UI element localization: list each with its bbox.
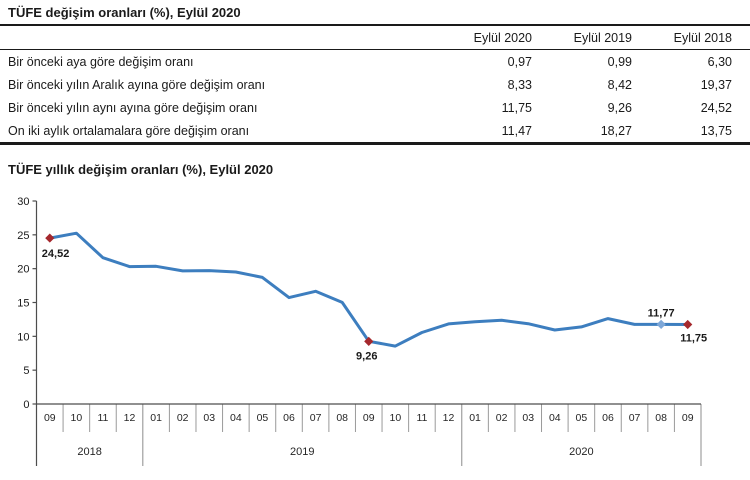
data-point-label: 24,52 <box>42 248 70 260</box>
y-tick-label: 10 <box>17 331 29 343</box>
cell-value: 11,75 <box>501 100 532 115</box>
row-label: Bir önceki aya göre değişim oranı <box>8 54 194 69</box>
month-label: 08 <box>336 412 348 424</box>
month-label: 12 <box>443 412 455 424</box>
row-label: On iki aylık ortalamalara göre değişim o… <box>8 123 250 138</box>
data-annotations: 24,52 9,26 11,77 11,75 <box>42 233 707 362</box>
y-tick-label: 30 <box>17 196 29 208</box>
cell-value: 0,99 <box>607 54 632 69</box>
month-label: 06 <box>602 412 614 424</box>
cell-value: 18,27 <box>600 123 632 138</box>
table-row: Bir önceki yılın Aralık ayına göre değiş… <box>0 73 750 96</box>
month-label: 01 <box>469 412 481 424</box>
table-header-empty-cell <box>0 26 450 50</box>
month-labels: 09 10 11 12 01 02 03 04 05 06 07 08 09 10 11 12 01 02 03 04… <box>44 412 694 424</box>
month-label: 12 <box>124 412 136 424</box>
month-label: 07 <box>629 412 641 424</box>
data-point-label: 11,77 <box>648 307 675 319</box>
row-label: Bir önceki yılın aynı ayına göre değişim… <box>8 100 258 115</box>
data-point-label: 11,75 <box>680 332 707 344</box>
table-header-eylul-2019: Eylül 2019 <box>550 26 650 50</box>
month-label: 09 <box>44 412 56 424</box>
year-label: 2019 <box>290 446 314 458</box>
month-label: 11 <box>416 412 427 424</box>
data-point-marker <box>45 233 55 243</box>
cell-value: 0,97 <box>507 54 532 69</box>
row-label: Bir önceki yılın Aralık ayına göre değiş… <box>8 77 266 92</box>
month-label: 05 <box>576 412 588 424</box>
y-tick-label: 5 <box>23 365 29 377</box>
table-row: Bir önceki aya göre değişim oranı 0,97 0,9… <box>0 50 750 74</box>
month-label: 07 <box>310 412 322 424</box>
month-label: 10 <box>389 412 401 424</box>
month-label: 04 <box>230 412 242 424</box>
month-label: 09 <box>682 412 694 424</box>
y-tick-label: 15 <box>17 298 29 310</box>
table-header-row: Eylül 2020 Eylül 2019 Eylül 2018 <box>0 26 750 50</box>
y-tick-label: 0 <box>23 399 29 411</box>
tufe-change-rates-table: Eylül 2020 Eylül 2019 Eylül 2018 Bir önc… <box>0 26 750 145</box>
y-axis-labels: 0 5 10 15 20 25 30 <box>17 196 37 411</box>
category-bands <box>62 404 702 466</box>
data-point-marker <box>364 336 374 346</box>
tufe-series-line <box>48 231 690 348</box>
month-label: 11 <box>97 412 108 424</box>
cell-value: 8,33 <box>507 77 532 92</box>
month-label: 04 <box>549 412 561 424</box>
month-label: 06 <box>283 412 295 424</box>
data-point-marker <box>656 319 666 329</box>
month-label: 01 <box>150 412 162 424</box>
cell-value: 13,75 <box>700 123 732 138</box>
table-header-eylul-2020: Eylül 2020 <box>450 26 550 50</box>
month-label: 05 <box>257 412 269 424</box>
data-point-marker <box>683 319 693 330</box>
month-label: 03 <box>203 412 215 424</box>
y-tick-label: 20 <box>17 264 29 276</box>
table-header-eylul-2018: Eylül 2018 <box>650 26 750 50</box>
cell-value: 19,37 <box>700 77 732 92</box>
year-labels: 2018 2019 2020 <box>77 446 593 458</box>
table-row: Bir önceki yılın aynı ayına göre değişim… <box>0 96 750 119</box>
month-label: 03 <box>522 412 534 424</box>
cell-value: 9,26 <box>607 100 632 115</box>
cell-value: 11,47 <box>501 123 532 138</box>
month-label: 10 <box>71 412 83 424</box>
year-label: 2018 <box>77 446 101 458</box>
month-label: 02 <box>496 412 508 424</box>
cell-value: 8,42 <box>607 77 632 92</box>
month-label: 02 <box>177 412 189 424</box>
table-body: Bir önceki aya göre değişim oranı 0,97 0,9… <box>0 50 750 144</box>
cell-value: 6,30 <box>707 54 732 69</box>
axes <box>35 201 701 466</box>
chart-title: TÜFE yıllık değişim oranları (%), Eylül … <box>8 162 274 177</box>
month-label: 08 <box>655 412 667 424</box>
y-tick-label: 25 <box>17 230 29 242</box>
cell-value: 24,52 <box>700 100 732 115</box>
table-row: On iki aylık ortalamalara göre değişim o… <box>0 119 750 144</box>
table-title: TÜFE değişim oranları (%), Eylül 2020 <box>0 0 750 26</box>
month-label: 09 <box>363 412 375 424</box>
year-label: 2020 <box>569 446 593 458</box>
data-point-label: 9,26 <box>356 350 377 362</box>
